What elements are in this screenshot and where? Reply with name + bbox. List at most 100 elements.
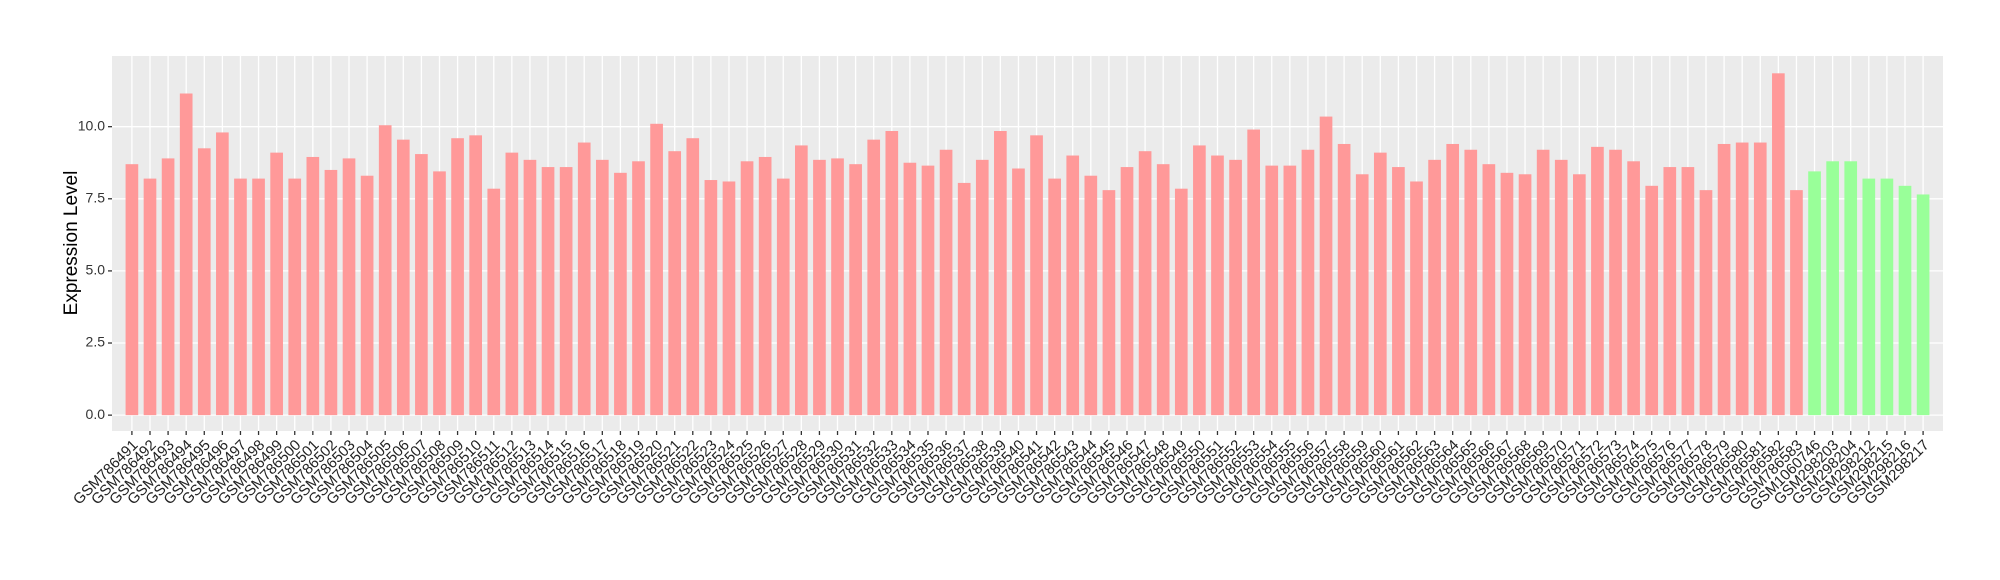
bar xyxy=(1410,181,1423,416)
bar xyxy=(1012,168,1025,416)
bar xyxy=(831,158,844,416)
bar xyxy=(1862,178,1876,416)
bar xyxy=(306,156,320,416)
bar xyxy=(234,178,247,416)
bar xyxy=(143,178,157,416)
bar xyxy=(939,149,953,416)
bar xyxy=(1174,188,1188,416)
bar xyxy=(1826,161,1839,416)
bar xyxy=(433,171,446,416)
bar xyxy=(849,164,862,416)
bar xyxy=(1717,143,1731,416)
bar xyxy=(1681,167,1695,416)
bar xyxy=(1066,155,1080,416)
bar xyxy=(1301,149,1315,416)
bar xyxy=(252,178,265,416)
bar xyxy=(1428,159,1441,416)
bar xyxy=(1265,165,1279,416)
bar xyxy=(1102,190,1116,416)
bar xyxy=(487,188,501,416)
bar xyxy=(577,142,591,416)
bar xyxy=(1753,142,1767,416)
bar xyxy=(1554,159,1568,416)
bar xyxy=(161,158,175,416)
bar xyxy=(957,182,971,416)
bar xyxy=(1772,73,1785,416)
y-tick-label: 2.5 xyxy=(86,334,106,350)
bar xyxy=(125,164,139,416)
bar xyxy=(1591,146,1604,416)
bar xyxy=(867,139,881,416)
bar xyxy=(451,138,464,416)
bar xyxy=(1355,174,1369,416)
bar xyxy=(1844,161,1858,416)
bar xyxy=(722,181,736,416)
bar xyxy=(1536,149,1550,416)
bar xyxy=(1645,185,1659,416)
bar xyxy=(216,132,229,416)
bar xyxy=(1916,194,1930,416)
bar xyxy=(1808,171,1821,416)
bar xyxy=(541,167,555,416)
bar xyxy=(342,158,356,416)
bar xyxy=(270,152,283,416)
bar xyxy=(903,162,917,416)
bar xyxy=(1337,143,1351,416)
y-tick-label: 7.5 xyxy=(86,189,106,205)
bar xyxy=(1609,149,1622,416)
bar xyxy=(632,161,645,416)
bar xyxy=(469,135,482,416)
bar xyxy=(776,178,790,416)
bar xyxy=(1627,161,1640,416)
bar xyxy=(1193,145,1206,416)
bar xyxy=(813,159,826,416)
bar xyxy=(179,93,193,416)
bar xyxy=(1030,135,1043,416)
bar xyxy=(758,156,772,416)
bar xyxy=(1790,190,1803,416)
bar xyxy=(740,161,754,416)
bar xyxy=(1464,149,1478,416)
bar xyxy=(595,159,609,416)
bar xyxy=(1898,185,1912,416)
bar xyxy=(1138,151,1152,416)
bar xyxy=(523,159,537,416)
bar xyxy=(1500,172,1514,416)
bar xyxy=(1229,159,1242,416)
bar xyxy=(994,131,1007,416)
bar xyxy=(324,169,338,416)
bar xyxy=(559,167,573,416)
y-axis-title: Expression Level xyxy=(61,171,82,316)
bar xyxy=(704,180,718,416)
bar xyxy=(1048,178,1061,416)
bar xyxy=(1446,143,1460,416)
bar xyxy=(614,172,627,416)
bar xyxy=(288,178,302,416)
bar xyxy=(686,138,700,416)
bar xyxy=(197,148,211,416)
bar xyxy=(1735,142,1749,416)
bar xyxy=(885,131,899,416)
bar xyxy=(1663,167,1677,416)
bar xyxy=(360,175,374,416)
bar xyxy=(1699,190,1713,416)
y-tick-label: 0.0 xyxy=(86,406,106,422)
bar xyxy=(415,154,428,416)
bar xyxy=(1319,116,1333,416)
bar xyxy=(1156,164,1170,416)
bar xyxy=(1283,165,1297,416)
bar xyxy=(1482,164,1496,416)
bar xyxy=(1880,178,1894,416)
bar xyxy=(1373,152,1387,416)
bar xyxy=(378,125,392,416)
y-tick-label: 5.0 xyxy=(86,262,106,278)
bar xyxy=(668,151,682,416)
bar xyxy=(1573,174,1586,416)
bar xyxy=(1084,175,1098,416)
bar xyxy=(1247,129,1260,416)
bar xyxy=(505,152,519,416)
bar xyxy=(1211,155,1224,416)
y-tick-label: 10.0 xyxy=(78,117,105,133)
